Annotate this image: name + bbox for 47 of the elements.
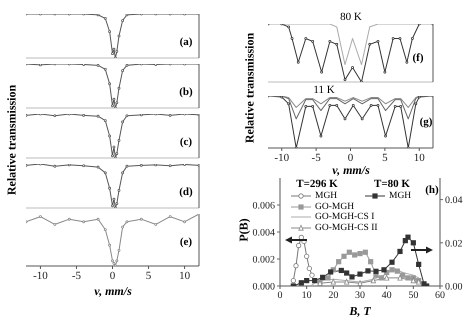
- x-tick-label: 10: [302, 290, 312, 302]
- annotation: (c): [180, 136, 192, 148]
- x-tick-label: 30: [355, 290, 365, 302]
- x-tick-label: 40: [382, 290, 392, 302]
- y-tick-label: 0.004: [252, 228, 275, 239]
- x-tick-label: -10: [33, 270, 48, 282]
- x-axis-title: v, mm/s: [94, 284, 132, 299]
- text: 80 K: [340, 11, 362, 23]
- legend-label: GO-MGH-CS I: [315, 212, 374, 222]
- legend-label: GO-MGH: [315, 202, 354, 212]
- x-tick-label: 0: [348, 152, 354, 164]
- y-axis-title: Relative transmission: [242, 32, 258, 144]
- x-tick-label: 50: [408, 290, 418, 302]
- x-tick-label: 5: [146, 270, 152, 282]
- y-axis-title: Relative transmission: [4, 84, 20, 196]
- annotation: (h): [425, 184, 439, 196]
- annotation: (a): [180, 36, 192, 48]
- annotation: (f): [412, 52, 424, 64]
- annotation: (b): [179, 86, 193, 98]
- annotation: (g): [420, 116, 432, 128]
- legend-label: MGH: [315, 191, 338, 202]
- x-tick-label: -10: [274, 152, 290, 164]
- legend-label: MGH: [389, 191, 412, 202]
- annotation: (e): [180, 236, 192, 248]
- annotation: T=80 K: [374, 178, 410, 190]
- x-tick-label: 10: [179, 270, 191, 282]
- annotation: 11 K: [313, 84, 335, 96]
- x-tick-label: 0: [110, 270, 116, 282]
- annotation: (d): [179, 186, 193, 198]
- y-axis-title: P(B): [236, 218, 252, 242]
- y-tick-label: 0.000: [252, 282, 275, 293]
- x-tick-label: -5: [312, 152, 322, 164]
- y-tick-label: 0.002: [252, 254, 275, 266]
- x-axis-title: B, T: [349, 304, 371, 319]
- x-tick-label: 60: [435, 290, 445, 302]
- y2-tick-label: 0.00: [445, 282, 462, 293]
- x-tick-label: 0: [278, 290, 282, 302]
- legend-label: GO-MGH-CS II: [315, 222, 378, 233]
- x-axis-title: v, mm/s: [332, 163, 370, 178]
- x-tick-label: 20: [328, 290, 338, 302]
- y-tick-label: 0.006: [252, 200, 275, 212]
- x-tick-label: 10: [414, 152, 426, 164]
- y2-tick-label: 0.02: [445, 238, 462, 250]
- y2-tick-label: 0.04: [445, 195, 462, 206]
- x-tick-label: 5: [382, 152, 388, 164]
- x-tick-label: -5: [72, 270, 82, 282]
- annotation: T=296 K: [296, 178, 338, 190]
